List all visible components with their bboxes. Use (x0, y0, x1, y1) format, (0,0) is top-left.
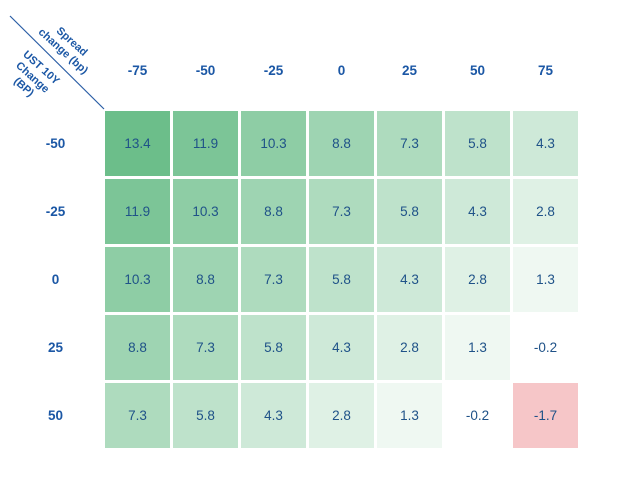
heatmap-cell: 7.3 (377, 111, 442, 176)
heatmap-cell: 2.8 (513, 179, 578, 244)
heatmap-cell: 5.8 (445, 111, 510, 176)
heatmap-cell: -0.2 (445, 383, 510, 448)
row-header: -50 (45, 136, 66, 151)
row-header: -25 (45, 204, 66, 219)
heatmap-cell: 2.8 (377, 315, 442, 380)
heatmap-cell: 7.3 (241, 247, 306, 312)
heatmap-cell: 5.8 (377, 179, 442, 244)
column-header: -50 (195, 62, 216, 78)
row-header: 0 (51, 272, 60, 287)
heatmap-cell: 13.4 (105, 111, 170, 176)
column-headers: -75 -50 -25 0 25 50 75 (105, 56, 578, 84)
heatmap-cell: 4.3 (445, 179, 510, 244)
heatmap-cell: 5.8 (309, 247, 374, 312)
heatmap-cell: 2.8 (445, 247, 510, 312)
heatmap-cell: -1.7 (513, 383, 578, 448)
column-header: 0 (337, 62, 346, 78)
diagonal-divider-line (9, 15, 105, 110)
heatmap-cell: 8.8 (173, 247, 238, 312)
heatmap-cell: 7.3 (309, 179, 374, 244)
heatmap-cell: 8.8 (309, 111, 374, 176)
heatmap-cell: 10.3 (105, 247, 170, 312)
heatmap-cell: 5.8 (173, 383, 238, 448)
heatmap-cell: 10.3 (241, 111, 306, 176)
heatmap-cell: 1.3 (377, 383, 442, 448)
heatmap-cell: 2.8 (309, 383, 374, 448)
column-header: 75 (537, 62, 554, 78)
heatmap-cell: 7.3 (105, 383, 170, 448)
row-header: 50 (47, 408, 64, 423)
heatmap-cell: 7.3 (173, 315, 238, 380)
column-header: -25 (263, 62, 284, 78)
heatmap-cell: 4.3 (241, 383, 306, 448)
heatmap-cell: 11.9 (105, 179, 170, 244)
heatmap-cell: 11.9 (173, 111, 238, 176)
heatmap-cell: 10.3 (173, 179, 238, 244)
heatmap-cell: 5.8 (241, 315, 306, 380)
axis-corner-divider (9, 15, 105, 110)
row-headers: -50 -25 0 25 50 (0, 111, 105, 448)
heatmap-cell: 1.3 (445, 315, 510, 380)
heatmap-cell: 4.3 (377, 247, 442, 312)
column-header: -75 (127, 62, 148, 78)
heatmap-cell: -0.2 (513, 315, 578, 380)
heatmap-cell: 4.3 (513, 111, 578, 176)
column-header: 25 (401, 62, 418, 78)
heatmap-cell: 4.3 (309, 315, 374, 380)
column-header: 50 (469, 62, 486, 78)
row-header: 25 (47, 340, 64, 355)
heatmap-grid: 13.4 11.9 10.3 8.8 7.3 5.8 4.3 11.9 10.3 8.8 7.3 5.… (105, 111, 578, 448)
heatmap-cell: 8.8 (241, 179, 306, 244)
heatmap-cell: 1.3 (513, 247, 578, 312)
heatmap-cell: 8.8 (105, 315, 170, 380)
